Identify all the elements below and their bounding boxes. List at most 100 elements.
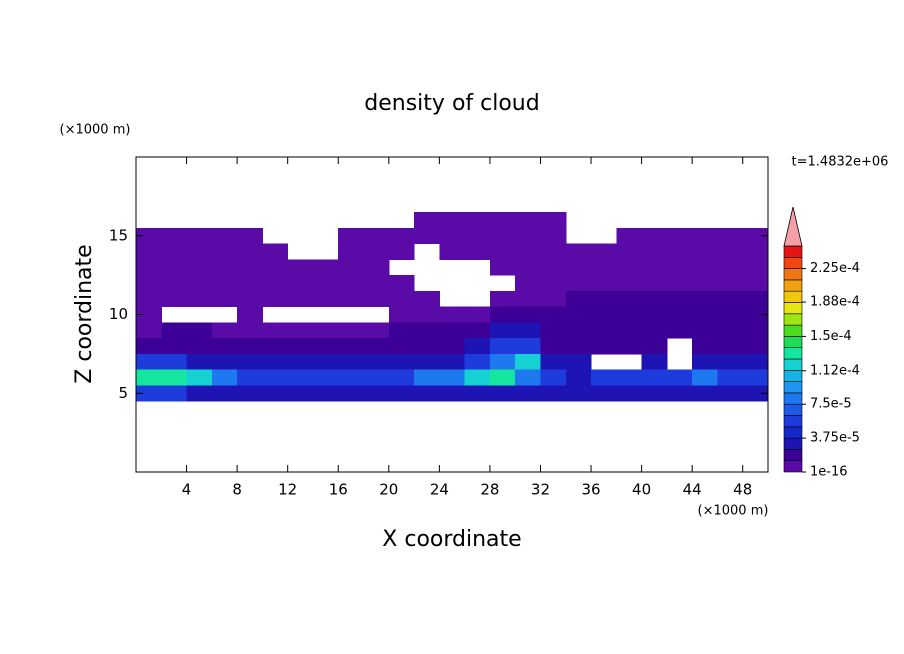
contour-cell [540,259,567,276]
contour-cell [414,306,440,323]
contour-cell [717,259,744,276]
contour-cell [692,275,718,292]
contour-cell [464,369,491,386]
contour-cell [717,338,744,355]
x-tick-label: 36 [581,481,600,499]
contour-cell [363,385,390,402]
contour-cell [742,243,768,260]
colorbar-extend [783,206,803,247]
contour-cell [616,275,643,292]
contour-cell [161,275,188,292]
contour-cell [439,353,466,371]
y-tick-label: 10 [109,305,128,323]
contour-cell [363,259,390,276]
contour-cell [565,369,592,386]
contour-cell [540,227,567,245]
contour-cell [136,369,162,386]
contour-cell [717,227,744,245]
contour-cell [439,243,466,260]
contour-cell [211,259,238,276]
contour-cell [287,369,314,386]
colorbar-band [783,437,803,450]
contour-cell [515,385,541,402]
contour-cell [616,306,643,323]
contour-cell [363,275,390,292]
contour-cell [742,290,768,308]
contour-cell [414,290,440,308]
contour-cell [136,290,162,308]
contour-cell [338,243,365,260]
contour-cell [237,338,263,355]
contour-cell [338,275,365,292]
contour-cell [262,259,289,276]
contour-cell [692,322,718,339]
contour-cell [666,290,693,308]
contour-cell [161,369,188,386]
contour-cell [464,306,491,323]
colorbar-band [783,302,803,315]
colorbar-band [783,358,803,371]
contour-cell [464,227,491,245]
contour-cell [388,338,415,355]
contour-cell [641,259,668,276]
contour-cell [136,227,162,245]
contour-cell [287,259,314,276]
contour-cell [489,243,516,260]
x-tick-label: 8 [232,481,242,499]
contour-cell [565,275,592,292]
contour-cell [717,243,744,260]
contour-cell [464,212,491,229]
contour-cell [717,306,744,323]
contour-cell [186,227,213,245]
contour-cell [262,243,289,260]
contour-cell [540,353,567,371]
contour-cell [237,322,263,339]
contour-cell [540,369,567,386]
contour-cell [312,275,339,292]
contour-cell [363,338,390,355]
contour-cell [515,259,541,276]
contour-cell [338,227,365,245]
contour-cell [338,290,365,308]
contour-cell [515,290,541,308]
contour-cell [237,385,263,402]
colorbar-band [783,256,803,269]
colorbar-tick-label: 1e-16 [810,465,848,480]
contour-cell [312,353,339,371]
contour-cell [262,322,289,339]
contour-cell [136,275,162,292]
x-tick-label: 28 [480,481,499,499]
contour-cell [464,322,491,339]
contour-cell [692,385,718,402]
contour-cell [515,212,541,229]
contour-cell [641,353,668,371]
contour-cell [489,259,516,276]
contour-cell [717,385,744,402]
contour-cell [641,227,668,245]
x-tick-label: 48 [733,481,752,499]
contour-cell [464,353,491,371]
contour-cell [363,369,390,386]
colorbar-band [783,369,803,382]
contour-cell [540,212,567,229]
contour-cell [338,369,365,386]
contour-cell [591,369,617,386]
contour-cell [211,385,238,402]
contour-cell [414,227,440,245]
contour-cell [717,369,744,386]
contour-field [136,212,768,402]
contour-cell [414,369,440,386]
colorbar-tick-label: 2.25e-4 [810,261,860,276]
colorbar-band [783,336,803,348]
contour-cell [186,322,213,339]
x-tick-label: 44 [683,481,702,499]
contour-cell [136,322,162,339]
contour-cell [388,290,415,308]
colorbar-tick-label: 1.5e-4 [810,329,852,344]
contour-cell [717,322,744,339]
y-tick-label: 15 [109,226,128,244]
contour-cell [439,306,466,323]
colorbar-band [783,460,803,473]
colorbar-band [783,381,803,394]
